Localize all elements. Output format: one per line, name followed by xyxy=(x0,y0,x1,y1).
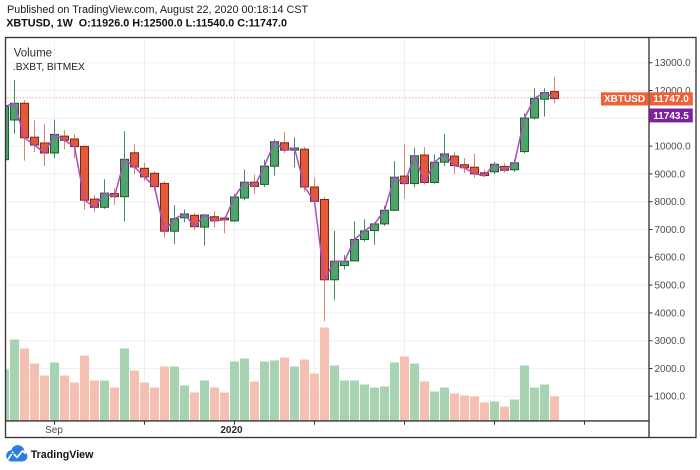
svg-text:6000.0: 6000.0 xyxy=(655,253,686,264)
svg-text:3000.0: 3000.0 xyxy=(655,336,686,347)
svg-text:9000.0: 9000.0 xyxy=(655,169,686,180)
svg-text:XBTUSD, 1W O:11926.0 H:12500.: XBTUSD, 1W O:11926.0 H:12500.0 L:11540.0… xyxy=(6,18,287,30)
svg-text:2000.0: 2000.0 xyxy=(655,364,686,375)
svg-text:.BXBT, BITMEX: .BXBT, BITMEX xyxy=(13,62,85,73)
svg-text:TradingView: TradingView xyxy=(31,449,94,461)
svg-text:1000.0: 1000.0 xyxy=(655,392,686,403)
svg-text:7000.0: 7000.0 xyxy=(655,225,686,236)
svg-text:2020: 2020 xyxy=(220,425,243,436)
svg-text:11747.0: 11747.0 xyxy=(653,94,689,105)
svg-text:Volume: Volume xyxy=(14,48,52,60)
svg-text:12000.0: 12000.0 xyxy=(655,86,692,97)
svg-text:Published on TradingView.com,: Published on TradingView.com, August 22,… xyxy=(7,4,309,16)
svg-text:5000.0: 5000.0 xyxy=(655,281,686,292)
svg-text:XBTUSD: XBTUSD xyxy=(604,94,645,105)
svg-text:10000.0: 10000.0 xyxy=(655,142,692,153)
svg-text:13000.0: 13000.0 xyxy=(655,58,692,69)
svg-text:4000.0: 4000.0 xyxy=(655,308,686,319)
svg-text:8000.0: 8000.0 xyxy=(655,197,686,208)
svg-text:Sep: Sep xyxy=(45,425,63,436)
svg-text:11743.5: 11743.5 xyxy=(653,111,689,122)
